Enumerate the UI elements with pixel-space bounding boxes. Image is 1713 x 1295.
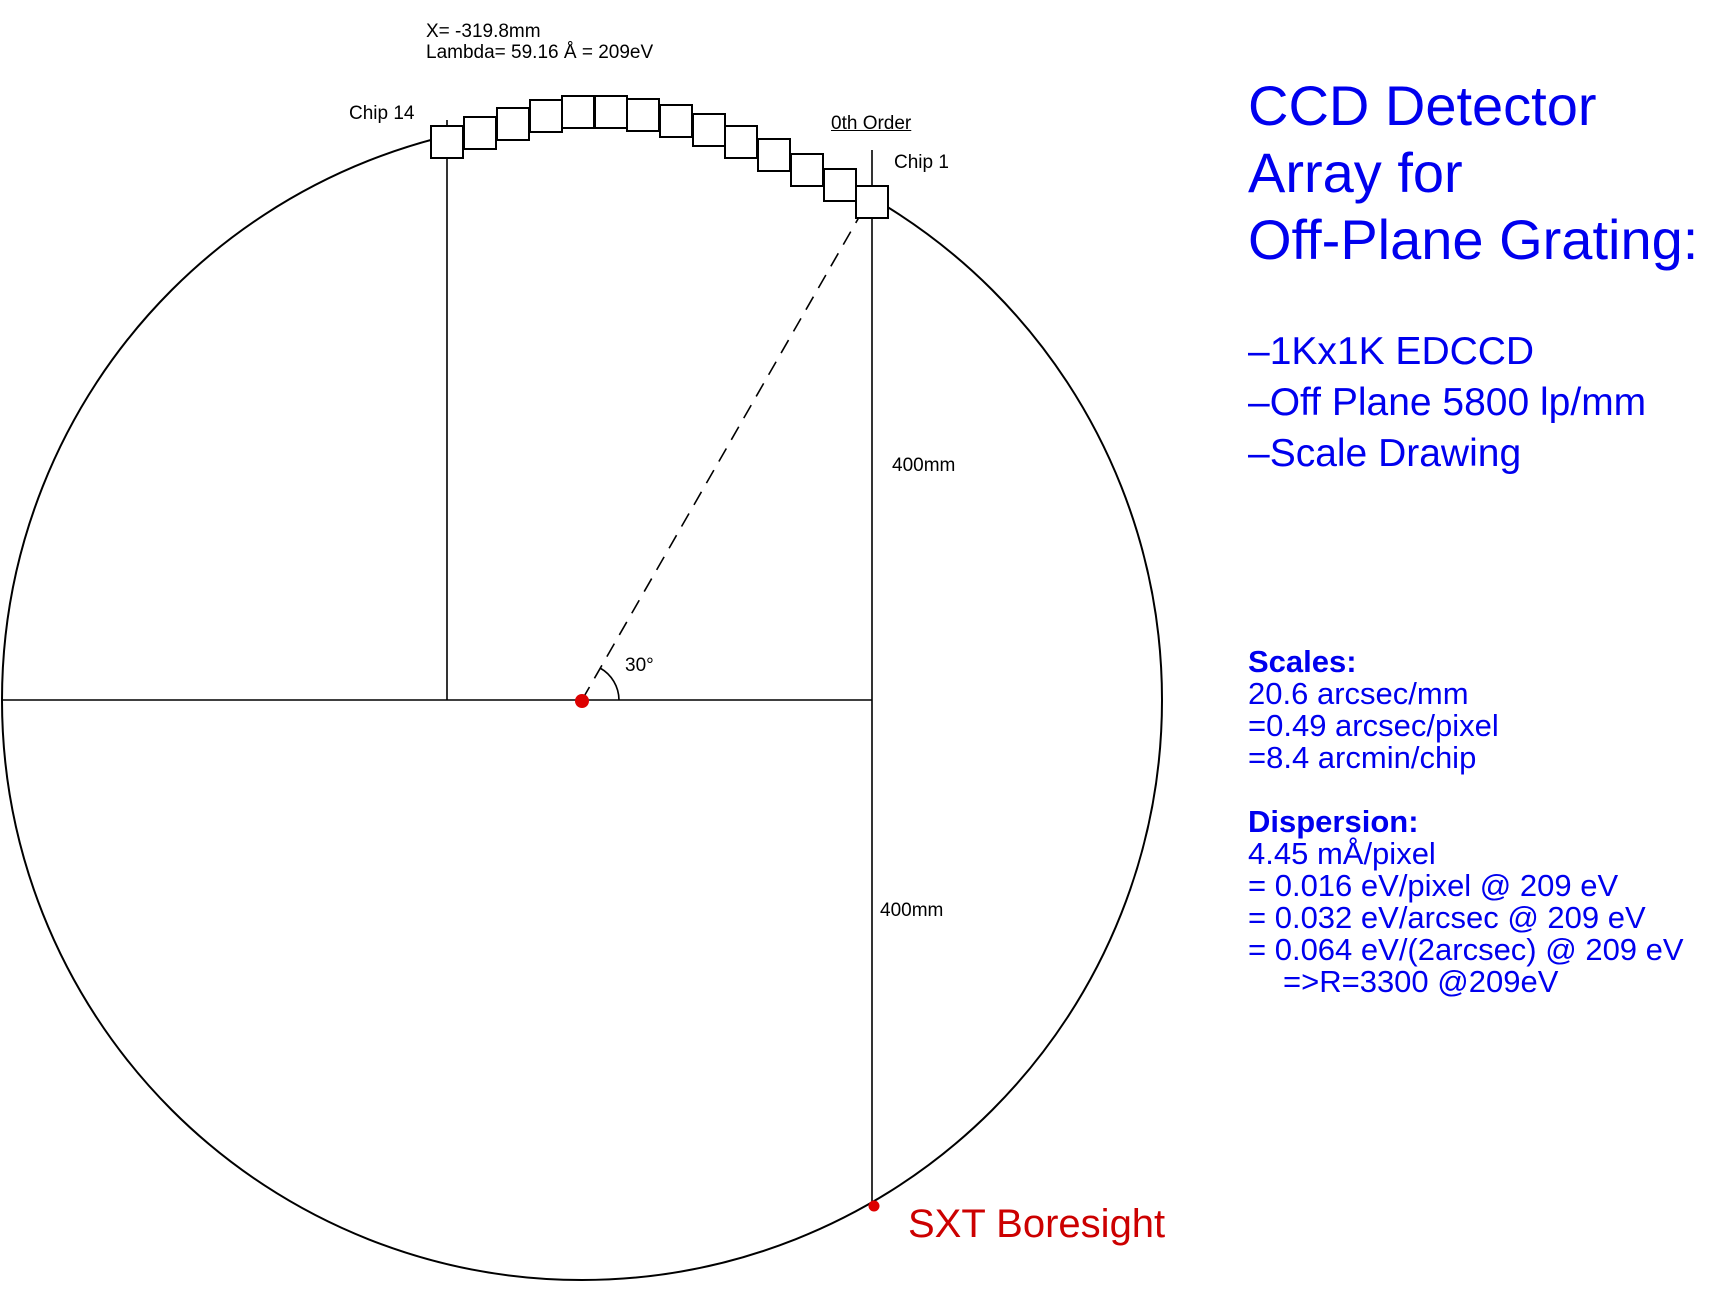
ccd-chip-9 xyxy=(594,95,628,129)
sxt-boresight-label: SXT Boresight xyxy=(908,1202,1166,1246)
dispersion-heading: Dispersion: xyxy=(1248,804,1419,839)
ccd-chip-5 xyxy=(724,125,758,159)
ccd-chip-12 xyxy=(496,107,530,141)
bullet-grating: –Off Plane 5800 lp/mm xyxy=(1248,381,1647,424)
angle-label: 30° xyxy=(625,655,654,676)
dispersion-line: 4.45 mÅ/pixel xyxy=(1248,836,1436,871)
ccd-chip-10 xyxy=(561,95,595,129)
chip-14-label: Chip 14 xyxy=(349,103,415,124)
dispersion-line: =>R=3300 @209eV xyxy=(1283,964,1559,999)
lower-length-label: 400mm xyxy=(880,900,944,921)
dispersion-line: = 0.016 eV/pixel @ 209 eV xyxy=(1248,868,1619,903)
zeroth-order-label: 0th Order xyxy=(831,113,912,134)
ccd-chip-4 xyxy=(757,138,791,172)
bullet-detector: –1Kx1K EDCCD xyxy=(1248,330,1535,373)
ccd-chip-1 xyxy=(855,185,889,219)
ccd-chip-7 xyxy=(659,104,693,138)
ccd-chip-14 xyxy=(430,125,464,159)
ccd-chip-6 xyxy=(692,113,726,147)
upper-length-label: 400mm xyxy=(892,455,956,476)
ccd-chip-2 xyxy=(823,168,857,202)
scales-line: =8.4 arcmin/chip xyxy=(1248,740,1477,775)
scales-heading: Scales: xyxy=(1248,644,1357,679)
bullet-scale-drawing: –Scale Drawing xyxy=(1248,432,1522,475)
dispersion-line: = 0.032 eV/arcsec @ 209 eV xyxy=(1248,900,1646,935)
ccd-chip-3 xyxy=(790,153,824,187)
scales-line: =0.49 arcsec/pixel xyxy=(1248,708,1499,743)
title-line-3: Off-Plane Grating: xyxy=(1248,208,1699,271)
dispersion-line: = 0.064 eV/(2arcsec) @ 209 eV xyxy=(1248,932,1684,967)
ccd-chip-11 xyxy=(529,99,563,133)
grating-center-dot xyxy=(575,694,589,708)
dashed-radius-line xyxy=(581,211,863,701)
chip-position-label: X= -319.8mm xyxy=(426,21,541,42)
title-line-2: Array for xyxy=(1248,141,1463,204)
sxt-boresight-dot xyxy=(868,1200,880,1212)
ccd-chip-array xyxy=(430,95,889,219)
chip-1-label: Chip 1 xyxy=(894,152,949,173)
lambda-label: Lambda= 59.16 Å = 209eV xyxy=(426,42,654,63)
ccd-chip-13 xyxy=(463,116,497,150)
scales-line: 20.6 arcsec/mm xyxy=(1248,676,1469,711)
ccd-chip-8 xyxy=(626,98,660,132)
title-line-1: CCD Detector xyxy=(1248,74,1597,137)
angle-arc xyxy=(599,667,620,701)
